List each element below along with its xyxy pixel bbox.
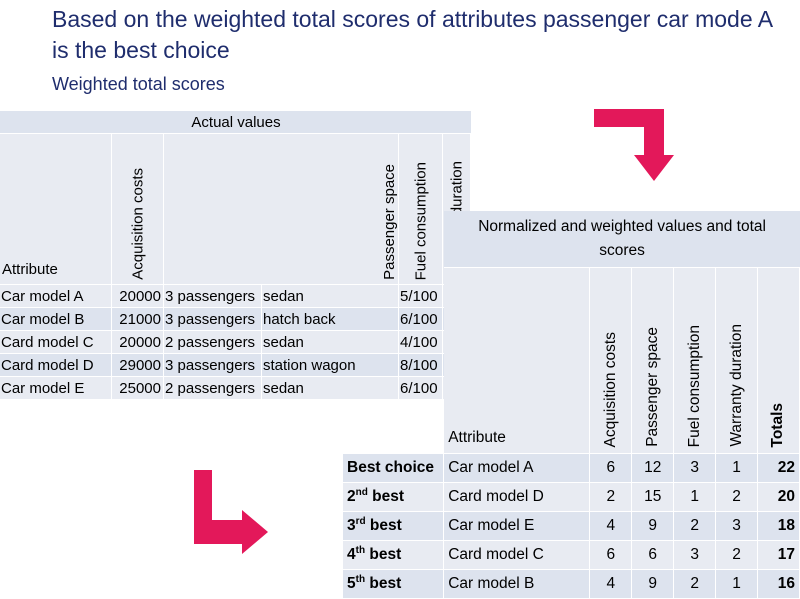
- bent-arrow-down-icon: [594, 109, 674, 181]
- header-passenger-space: Passenger space: [164, 134, 399, 285]
- rank-label: Best choice: [343, 454, 445, 483]
- table-row: 3rd best Car model E 4 9 2 3 18: [343, 512, 800, 541]
- rank-label: 2nd best: [343, 483, 445, 512]
- weighted-attribute-header: Attribute: [444, 268, 591, 454]
- weighted-scores-table: Normalized and weighted values and total…: [343, 211, 800, 599]
- slide-title: Based on the weighted total scores of at…: [52, 6, 772, 63]
- rank-label: 3rd best: [343, 512, 445, 541]
- table-row: Card model C 20000 2 passengers sedan 4/…: [0, 331, 471, 354]
- header-acquisition-costs: Acquisition costs: [112, 134, 164, 285]
- bent-arrow-right-icon: [194, 470, 268, 554]
- table-row: 4th best Card model C 6 6 3 2 17: [343, 541, 800, 570]
- rank-label: 4th best: [343, 541, 445, 570]
- slide-subtitle: Weighted total scores: [52, 74, 225, 94]
- w-header-fuel-consumption: Fuel consumption: [674, 268, 717, 454]
- header-fuel-consumption: Fuel consumption: [399, 134, 443, 285]
- actual-values-caption: Actual values: [0, 111, 471, 134]
- w-header-acquisition-costs: Acquisition costs: [590, 268, 633, 454]
- table-row: Car model B 21000 3 passengers hatch bac…: [0, 308, 471, 331]
- table-row: 5th best Car model B 4 9 2 1 16: [343, 570, 800, 599]
- weighted-caption: Normalized and weighted values and total…: [444, 211, 800, 268]
- attribute-header: Attribute: [0, 134, 112, 285]
- table-row: Card model D 29000 3 passengers station …: [0, 354, 471, 377]
- table-row: Best choice Car model A 6 12 3 1 22: [343, 454, 800, 483]
- w-header-passenger-space: Passenger space: [632, 268, 675, 454]
- table-row: Car model E 25000 2 passengers sedan 6/1…: [0, 377, 471, 400]
- table-row: 2nd best Card model D 2 15 1 2 20: [343, 483, 800, 512]
- rank-label: 5th best: [343, 570, 445, 599]
- w-header-warranty-duration: Warranty duration: [716, 268, 758, 454]
- w-header-totals: Totals: [757, 268, 800, 454]
